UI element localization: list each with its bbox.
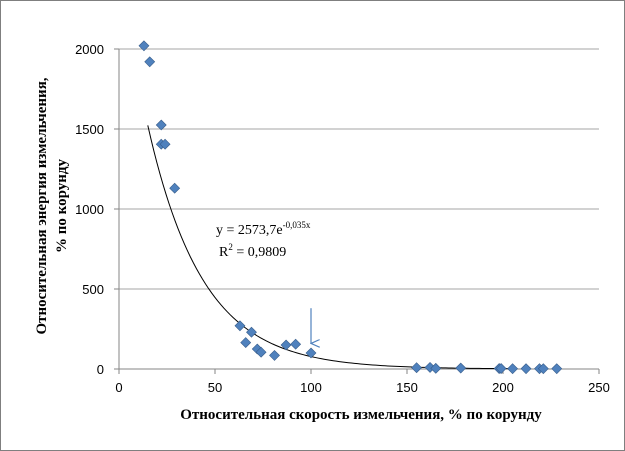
y-tick-label: 500 xyxy=(82,282,104,297)
data-point xyxy=(246,326,257,338)
data-point xyxy=(234,320,246,332)
x-axis-title: Относительная скорость измельчения, % по… xyxy=(180,407,542,423)
gridlines xyxy=(119,48,599,290)
x-tick-label: 50 xyxy=(208,380,222,395)
r2-prefix: R xyxy=(219,245,229,260)
data-point xyxy=(305,347,317,359)
data-point xyxy=(138,40,150,52)
data-point xyxy=(537,363,549,375)
data-point xyxy=(507,363,519,375)
data-point xyxy=(255,346,267,358)
x-tick-label: 0 xyxy=(115,380,122,395)
data-point xyxy=(495,363,507,374)
y-axis-title: Относительная энергия измельчения, % по … xyxy=(34,77,70,334)
r-squared: R2 = 0,9809 xyxy=(219,242,286,260)
r2-value: = 0,9809 xyxy=(233,245,286,260)
y-axis-title-line2: % по корунду xyxy=(54,159,70,253)
data-point xyxy=(155,119,167,131)
y-tick-label: 2000 xyxy=(75,42,104,57)
data-point xyxy=(280,339,292,351)
x-tick-label: 150 xyxy=(396,380,418,395)
data-point xyxy=(169,182,181,194)
exponential-trendline xyxy=(147,125,513,370)
y-tick-label: 1000 xyxy=(75,202,104,217)
data-points xyxy=(138,40,563,375)
equation-base: y = 2573,7e xyxy=(216,223,283,238)
data-point xyxy=(430,362,442,374)
data-point xyxy=(551,363,563,375)
x-tick-label: 100 xyxy=(300,380,322,395)
y-tick-labels: 0 500 1000 1500 2000 xyxy=(75,42,119,377)
data-point xyxy=(411,362,423,374)
y-axis-title-line1: Относительная энергия измельчения, xyxy=(34,77,50,334)
equation-exponent: -0,035x xyxy=(283,220,311,230)
data-point xyxy=(520,363,532,375)
y-tick-label: 0 xyxy=(97,362,104,377)
data-point xyxy=(290,338,302,350)
data-point xyxy=(269,349,280,361)
data-point xyxy=(144,56,156,68)
x-tick-labels: 0 50 100 150 200 250 xyxy=(115,369,610,395)
r2-superscript: 2 xyxy=(228,242,233,252)
data-point xyxy=(240,337,252,349)
x-tick-label: 250 xyxy=(588,380,610,395)
data-point xyxy=(159,138,171,150)
y-tick-label: 1500 xyxy=(75,122,104,137)
trend-equation: y = 2573,7e-0,035x xyxy=(216,220,311,238)
x-tick-label: 200 xyxy=(492,380,514,395)
data-point xyxy=(455,362,467,374)
